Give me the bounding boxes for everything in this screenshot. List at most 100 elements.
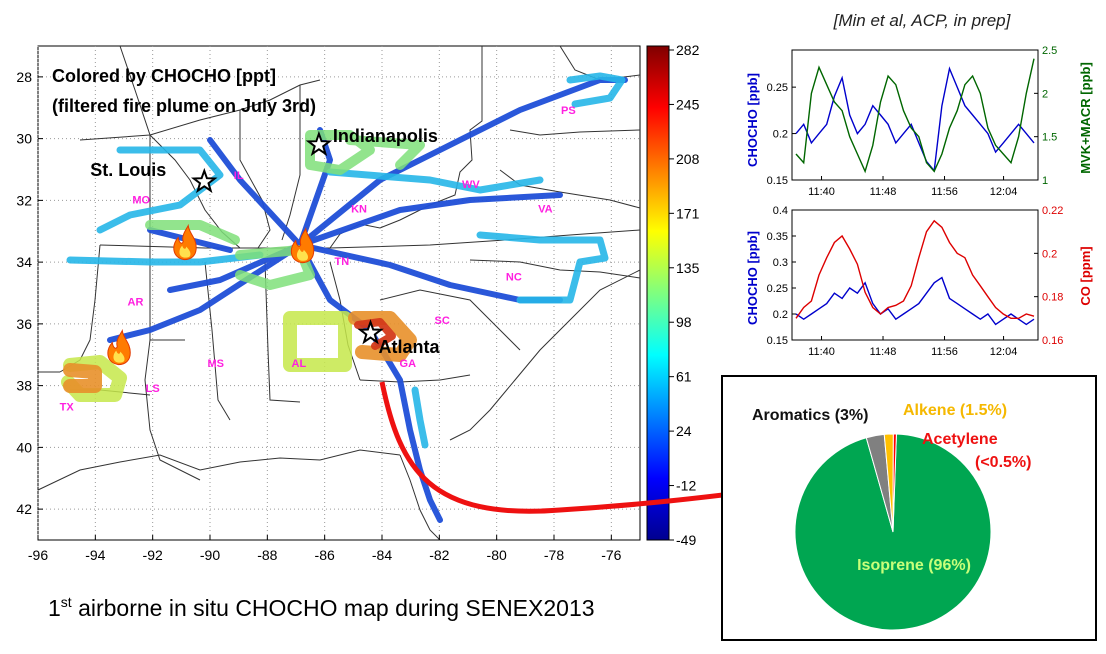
state-labels: MO IL KN WV VA PS TN NC SC AR MS AL GA LS TX bbox=[60, 105, 576, 413]
state-label: MS bbox=[207, 358, 224, 370]
ts1-ylabel-right: MVK+MACR [ppb] bbox=[1078, 62, 1093, 174]
x-tick-label: 11:40 bbox=[808, 346, 835, 358]
timeseries-bottom: 11:40 11:48 11:56 12:04 0.4 0.35 0.3 0.25 0.2 0.1… bbox=[745, 205, 1093, 358]
city-star-icon bbox=[190, 167, 218, 194]
y-left-tick-label: 0.2 bbox=[773, 129, 788, 141]
map-y-tick-label: 42 bbox=[16, 501, 32, 517]
ts2-plot bbox=[795, 219, 1035, 326]
city-label: Atlanta bbox=[379, 337, 441, 357]
x-tick-label: 12:04 bbox=[990, 346, 1018, 358]
city-markers: St. Louis Indianapolis Atlanta bbox=[90, 126, 440, 357]
ts2-frame bbox=[791, 209, 1039, 341]
pie-label-isoprene: Isoprene (96%) bbox=[857, 557, 971, 574]
ts2-ylabel-left: CHOCHO [ppb] bbox=[745, 231, 760, 325]
series-line bbox=[795, 219, 1035, 319]
state-label: IL bbox=[234, 170, 244, 182]
y-right-tick-label: 0.16 bbox=[1042, 335, 1063, 347]
y-right-tick-label: 0.18 bbox=[1042, 292, 1063, 304]
state-label: VA bbox=[538, 204, 553, 216]
ts1-axes: 11:40 11:48 11:56 12:04 0.25 0.2 0.15 2.5 2 1.5 1 bbox=[767, 45, 1058, 198]
map-y-tick-label: 32 bbox=[16, 192, 32, 208]
fire-markers bbox=[107, 223, 315, 366]
figure-caption: 1st airborne in situ CHOCHO map during S… bbox=[48, 594, 595, 621]
ts1-frame bbox=[791, 49, 1039, 181]
colorbar-tick-label: -49 bbox=[676, 532, 696, 548]
fire-flame-inner bbox=[113, 350, 125, 363]
state-label: GA bbox=[400, 358, 417, 370]
fire-icon bbox=[107, 328, 131, 366]
y-right-tick-label: 1 bbox=[1042, 175, 1048, 187]
map-frame bbox=[37, 45, 641, 541]
y-left-tick-label: 0.4 bbox=[773, 205, 788, 217]
colorbar-tick-label: 24 bbox=[676, 423, 692, 439]
map-x-tick-label: -96 bbox=[28, 547, 48, 563]
map-x-tick-label: -90 bbox=[200, 547, 220, 563]
map-title-line2: (filtered fire plume on July 3rd) bbox=[52, 96, 316, 116]
state-label: TX bbox=[60, 401, 75, 413]
map-y-tick-label: 40 bbox=[16, 439, 32, 455]
x-tick-label: 11:56 bbox=[931, 186, 958, 198]
map-x-tick-label: -78 bbox=[544, 547, 564, 563]
map-x-tick-label: -88 bbox=[257, 547, 277, 563]
state-label: NC bbox=[506, 272, 522, 284]
state-label: LS bbox=[146, 383, 160, 395]
state-label: WV bbox=[462, 179, 480, 191]
city-star-icon bbox=[357, 319, 384, 345]
colorbar-tick-label: 98 bbox=[676, 314, 692, 330]
y-right-tick-label: 0.22 bbox=[1042, 205, 1063, 217]
y-left-tick-label: 0.35 bbox=[767, 231, 788, 243]
x-tick-label: 11:40 bbox=[808, 186, 835, 198]
map-title-line1: Colored by CHOCHO [ppt] bbox=[52, 66, 276, 86]
state-label: MO bbox=[132, 194, 150, 206]
state-label: AL bbox=[292, 358, 307, 370]
series-line bbox=[795, 66, 1035, 173]
x-tick-label: 11:48 bbox=[870, 346, 897, 358]
y-right-tick-label: 0.2 bbox=[1042, 248, 1057, 260]
y-right-tick-label: 2 bbox=[1042, 88, 1048, 100]
city-label: Indianapolis bbox=[333, 126, 438, 146]
fire-flame-inner bbox=[179, 245, 191, 258]
x-tick-label: 11:48 bbox=[870, 186, 897, 198]
map-y-tick-label: 34 bbox=[16, 254, 32, 270]
pie-slice bbox=[892, 433, 897, 533]
map-x-axis: -96 -94 -92 -90 -88 -86 -84 -82 -80 -78 -76 bbox=[28, 535, 622, 563]
map-x-tick-label: -76 bbox=[601, 547, 621, 563]
fire-flame-outer bbox=[290, 226, 315, 264]
colorbar-tick-label: 171 bbox=[676, 205, 700, 221]
fire-icon bbox=[290, 226, 315, 264]
pie-label-acetylene-pct: (<0.5%) bbox=[975, 454, 1031, 471]
fire-icon bbox=[173, 223, 197, 261]
y-left-tick-label: 0.25 bbox=[767, 82, 788, 94]
pie-label-acetylene: Acetylene bbox=[922, 431, 998, 448]
map-y-tick-label: 38 bbox=[16, 378, 32, 394]
map-y-tick-label: 28 bbox=[16, 69, 32, 85]
map-y-tick-label: 36 bbox=[16, 316, 32, 332]
map-x-tick-label: -80 bbox=[487, 547, 507, 563]
state-label: PS bbox=[561, 105, 576, 117]
series-line bbox=[795, 58, 1035, 174]
fire-flame-outer bbox=[173, 223, 197, 261]
caption-rest: airborne in situ CHOCHO map during SENEX… bbox=[72, 595, 595, 621]
colorbar-tick-label: -12 bbox=[676, 478, 696, 494]
fire-flame-inner bbox=[296, 248, 308, 261]
y-left-tick-label: 0.25 bbox=[767, 283, 788, 295]
x-tick-label: 11:56 bbox=[931, 346, 958, 358]
map-x-tick-label: -82 bbox=[429, 547, 449, 563]
caption-prefix: 1 bbox=[48, 595, 61, 621]
pie-panel: Aromatics (3%) Alkene (1.5%) Acetylene (… bbox=[721, 375, 1097, 641]
timeseries-top: 11:40 11:48 11:56 12:040.250.20.152.521.51 … bbox=[745, 45, 1093, 198]
x-tick-label: 12:04 bbox=[990, 186, 1018, 198]
caption-superscript: st bbox=[61, 594, 72, 610]
citation: [Min et al, ACP, in prep] bbox=[833, 11, 1012, 30]
y-right-tick-label: 2.5 bbox=[1042, 45, 1057, 57]
map-x-tick-label: -84 bbox=[372, 547, 392, 563]
map-y-tick-label: 30 bbox=[16, 131, 32, 147]
colorbar-tick-label: 135 bbox=[676, 260, 700, 276]
colorbar-tick-label: 208 bbox=[676, 151, 700, 167]
ts1-ylabel-left: CHOCHO [ppb] bbox=[745, 73, 760, 167]
pie-chart bbox=[794, 433, 992, 631]
y-left-tick-label: 0.2 bbox=[773, 309, 788, 321]
map-y-axis: 42 40 38 36 34 32 30 28 bbox=[16, 69, 43, 517]
map-x-tick-label: -94 bbox=[85, 547, 105, 563]
